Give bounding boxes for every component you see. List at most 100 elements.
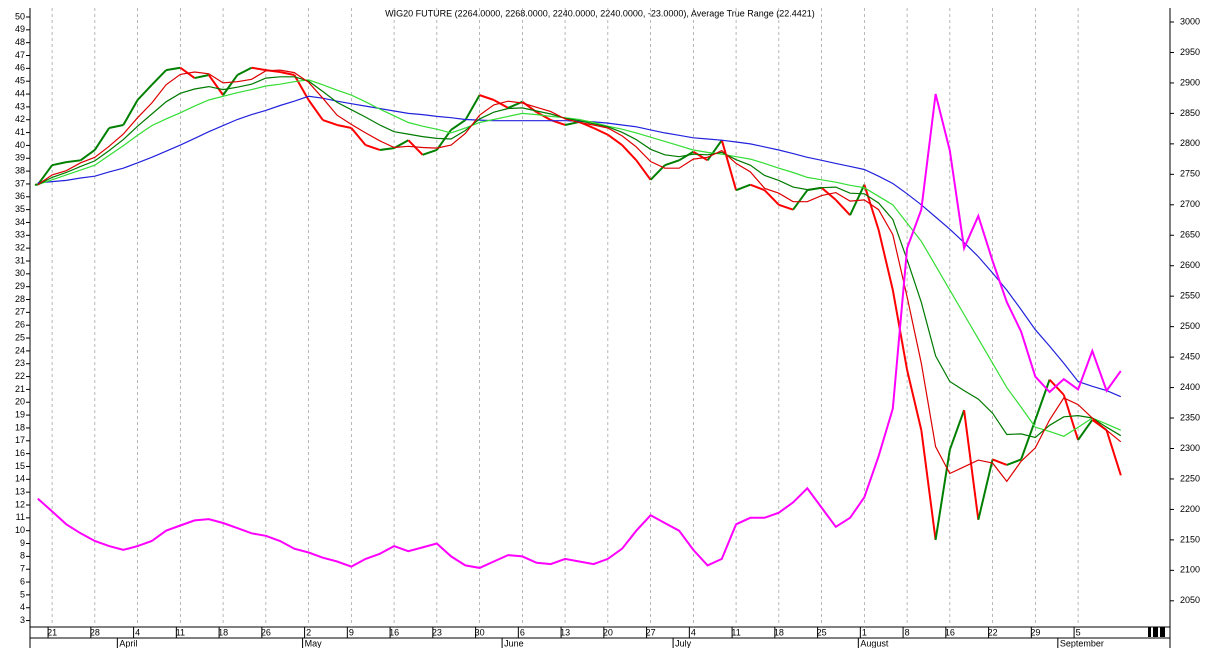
y2-tick-label: 2050	[1180, 595, 1200, 605]
y-tick-label: 34	[15, 217, 25, 227]
price-bar	[93, 127, 110, 151]
y2-tick-label: 2350	[1180, 412, 1200, 422]
price-bar	[1105, 429, 1122, 476]
y2-tick-label: 2450	[1180, 351, 1200, 361]
price-bar	[948, 409, 966, 451]
y-tick-label: 27	[15, 307, 25, 317]
price-bar	[635, 159, 652, 181]
price-bar	[336, 123, 352, 130]
y-tick-label: 11	[16, 512, 25, 522]
month-label: June	[504, 638, 524, 648]
x-tick-label: 13	[560, 627, 570, 637]
price-bar	[607, 133, 623, 146]
y-tick-label: 43	[15, 101, 25, 111]
y-tick-label: 39	[15, 153, 25, 163]
y-tick-label: 17	[15, 435, 25, 445]
month-label: May	[305, 638, 323, 648]
y-tick-label: 20	[15, 397, 25, 407]
price-bar	[165, 66, 181, 72]
price-bar	[251, 66, 267, 72]
y2-tick-label: 2750	[1180, 169, 1200, 179]
price-bar	[1006, 458, 1022, 466]
price-bar	[151, 69, 167, 86]
price-bar	[749, 183, 765, 192]
y2-tick-label: 2700	[1180, 199, 1200, 209]
price-bar	[934, 449, 951, 541]
price-bar	[422, 149, 438, 156]
y-tick-label: 41	[15, 127, 25, 137]
price-bar	[51, 161, 67, 167]
y-tick-label: 25	[15, 332, 25, 342]
x-tick-label: 8	[905, 627, 910, 637]
y-tick-label: 26	[15, 320, 25, 330]
month-label: July	[675, 638, 692, 648]
price-bar	[906, 369, 923, 431]
x-tick-label: 26	[261, 627, 271, 637]
y-tick-label: 36	[15, 191, 25, 201]
price-bar	[835, 199, 851, 216]
price-bar	[920, 430, 937, 541]
y2-tick-label: 2100	[1180, 565, 1200, 575]
price-bar	[778, 203, 794, 211]
price-bar	[692, 150, 709, 162]
price-bar	[664, 159, 680, 167]
y-tick-label: 31	[15, 255, 25, 265]
y-tick-label: 9	[20, 538, 25, 548]
x-tick-label: 20	[603, 627, 613, 637]
price-bar	[479, 94, 495, 101]
y2-tick-label: 2850	[1180, 108, 1200, 118]
atr-line	[37, 93, 1122, 569]
price-bar	[536, 111, 552, 121]
price-bar	[122, 99, 139, 126]
price-bar	[706, 139, 723, 161]
y-tick-label: 6	[20, 576, 25, 586]
price-bar	[1020, 419, 1037, 460]
price-bar	[436, 129, 452, 151]
month-label: August	[860, 638, 889, 648]
y-tick-label: 21	[15, 384, 25, 394]
y-tick-label: 33	[15, 230, 25, 240]
y-tick-label: 15	[15, 461, 25, 471]
x-tick-label: 30	[475, 627, 485, 637]
price-bar	[66, 159, 81, 164]
x-tick-label: 27	[646, 627, 656, 637]
y2-tick-label: 2500	[1180, 321, 1200, 331]
price-bar	[222, 74, 239, 96]
y-tick-label: 10	[15, 525, 25, 535]
y-tick-label: 5	[20, 589, 25, 599]
month-label: April	[119, 638, 137, 648]
y-tick-label: 7	[20, 564, 25, 574]
x-tick-label: 16	[945, 627, 955, 637]
x-tick-label: 29	[1030, 627, 1040, 637]
y-tick-label: 18	[15, 422, 25, 432]
y-tick-label: 8	[20, 551, 25, 561]
moving-average-line	[37, 76, 1122, 439]
scroll-marker	[1160, 627, 1165, 637]
price-bar	[365, 144, 381, 151]
y-tick-label: 24	[15, 345, 25, 355]
y-tick-label: 13	[15, 487, 25, 497]
price-bar	[450, 119, 466, 131]
x-tick-label: 6	[520, 627, 525, 637]
price-bar	[877, 229, 894, 291]
x-tick-label: 16	[389, 627, 399, 637]
price-bar	[1034, 379, 1051, 421]
y-tick-label: 40	[15, 140, 25, 150]
price-bar	[621, 144, 638, 161]
y-tick-label: 50	[15, 11, 25, 21]
y2-tick-label: 2200	[1180, 504, 1200, 514]
y-tick-label: 14	[15, 474, 25, 484]
y2-tick-label: 2900	[1180, 77, 1200, 87]
y-tick-label: 29	[15, 281, 25, 291]
y2-tick-label: 2600	[1180, 260, 1200, 270]
scroll-marker	[1148, 627, 1151, 637]
price-bar	[963, 409, 980, 520]
price-bar	[593, 127, 609, 136]
price-bar	[136, 84, 153, 101]
y-tick-label: 38	[15, 165, 25, 175]
price-bar	[208, 74, 224, 96]
y-tick-label: 35	[15, 204, 25, 214]
price-bar	[307, 99, 324, 121]
y2-tick-label: 2400	[1180, 382, 1200, 392]
